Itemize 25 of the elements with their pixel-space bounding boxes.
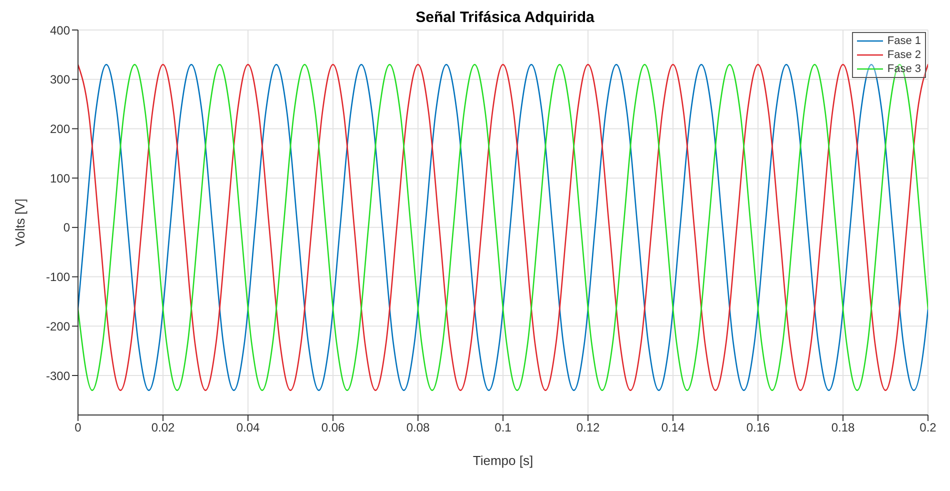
x-tick-label: 0.08 xyxy=(406,420,430,435)
y-axis-title: Volts [V] xyxy=(12,198,28,246)
x-tick-label: 0 xyxy=(74,420,82,435)
x-tick-label: 0.14 xyxy=(661,420,685,435)
legend-label: Fase 2 xyxy=(887,48,921,62)
x-tick-label: 0.06 xyxy=(321,420,345,435)
legend-label: Fase 1 xyxy=(887,34,921,48)
chart-title: Señal Trifásica Adquirida xyxy=(416,9,595,26)
y-tick-label: -100 xyxy=(46,270,70,284)
x-axis-title: Tiempo [s] xyxy=(472,453,534,468)
x-tick-label: 0.02 xyxy=(151,420,175,435)
y-tick-label: 200 xyxy=(50,122,70,136)
y-tick-label: -300 xyxy=(46,368,70,383)
x-tick-label: 0.1 xyxy=(494,420,512,435)
x-tick-label: 0.16 xyxy=(746,420,770,435)
y-tick-label: 300 xyxy=(50,72,70,87)
x-tick-label: 0.2 xyxy=(920,420,937,435)
y-tick-label: -200 xyxy=(46,319,70,334)
y-tick-label: 400 xyxy=(50,23,70,38)
line-series xyxy=(78,64,928,391)
x-tick-label: 0.18 xyxy=(831,420,855,435)
y-tick-label: 0 xyxy=(63,220,70,235)
x-tick-label: 0.12 xyxy=(576,420,600,435)
y-tick-label: 100 xyxy=(50,171,70,186)
x-tick-label: 0.04 xyxy=(236,420,260,435)
